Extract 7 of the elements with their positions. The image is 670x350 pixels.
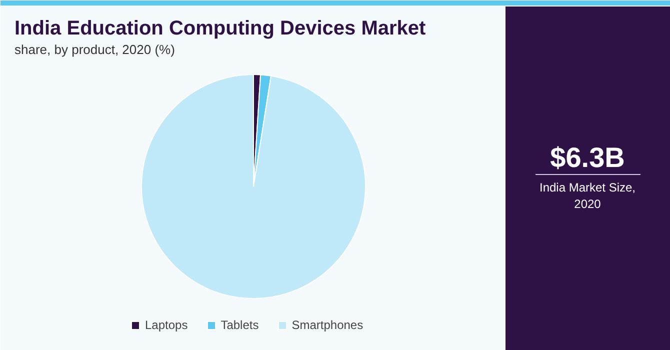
text: India Market Size, 2020 [539, 180, 636, 211]
text: $6.3B [550, 142, 625, 173]
legend-label: Smartphones [292, 318, 364, 332]
chart-subtitle: share, by product, 2020 (%) [14, 42, 175, 57]
legend-label: Laptops [145, 318, 188, 332]
chart-title: India Education Computing Devices Market [14, 18, 426, 40]
legend-label: Tablets [220, 318, 259, 332]
